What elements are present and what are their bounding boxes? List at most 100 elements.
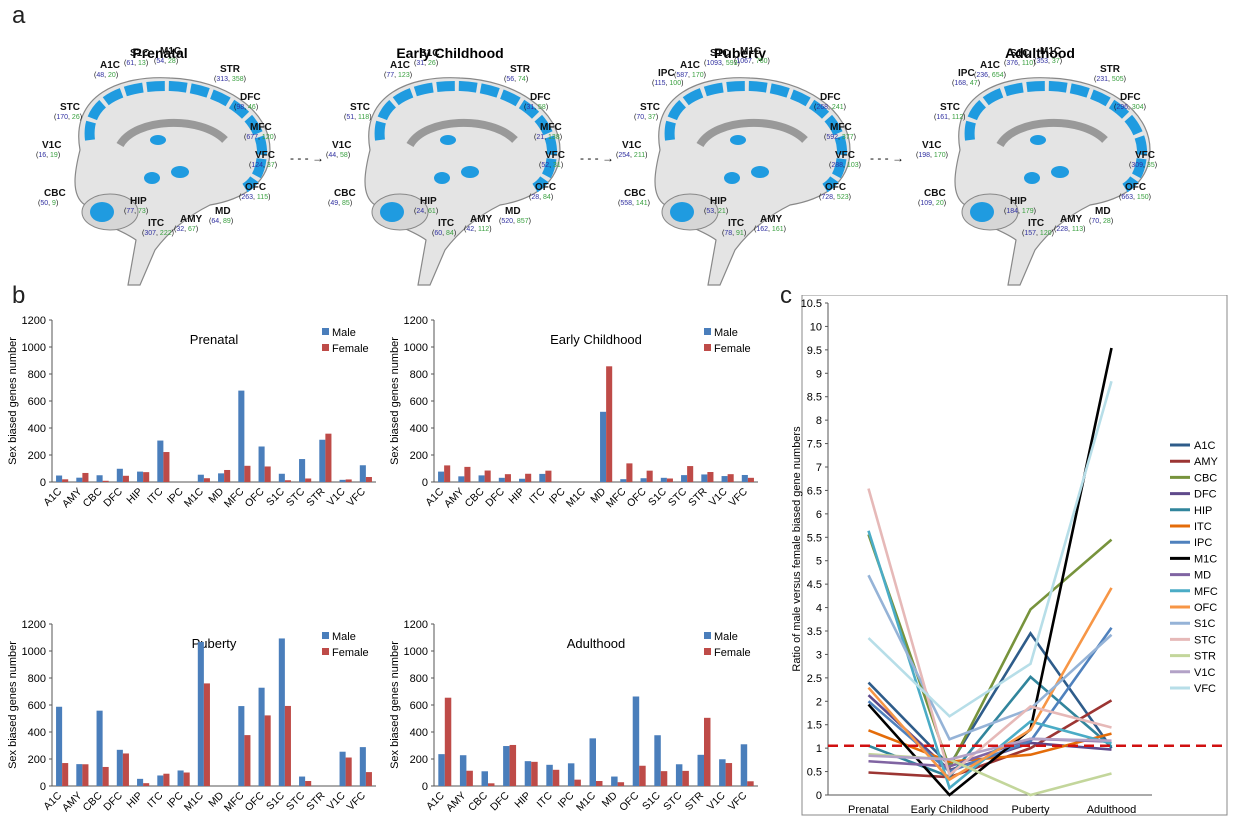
- x-tick-label: STR: [304, 485, 328, 509]
- bar-female: [143, 783, 150, 786]
- x-tick-label: AMY: [442, 486, 467, 511]
- region-name: HIP: [130, 196, 147, 207]
- female-count: 84: [446, 230, 454, 237]
- region-name: A1C: [980, 60, 1000, 71]
- x-tick-label: CBC: [81, 789, 105, 813]
- striatum-region-highlight: [150, 135, 166, 145]
- bar-male: [524, 761, 532, 786]
- bar-male: [116, 468, 123, 482]
- region-counts: (49, 85): [328, 200, 352, 207]
- thalamus-region-highlight: [751, 166, 769, 178]
- region-label-a1c: A1C(236, 654): [974, 60, 1006, 79]
- region-name: VFC: [835, 150, 855, 161]
- legend-label-male: Male: [714, 327, 738, 339]
- bar-female: [747, 477, 754, 482]
- panel-letter-b: b: [12, 282, 26, 309]
- stage-title: Puberty: [714, 45, 766, 61]
- bar-female: [82, 764, 89, 786]
- bar-female: [509, 744, 517, 786]
- bar-female: [365, 772, 372, 786]
- bar-male: [76, 764, 83, 786]
- legend-label-s1c: S1C: [1194, 618, 1215, 630]
- region-counts: (21, 138): [534, 134, 562, 141]
- x-tick-label: MFC: [222, 485, 247, 510]
- y-tick-label: 200: [28, 754, 46, 766]
- bar-female: [284, 705, 291, 786]
- region-name: AMY: [760, 214, 783, 225]
- bar-chart-prenatal: Sex biased genes number 0 200 400 600 800 1000…: [7, 315, 376, 510]
- bar-female: [345, 479, 352, 482]
- cortex-region-highlight: [964, 80, 1148, 193]
- male-count: 49: [330, 200, 338, 207]
- female-count: 84: [543, 194, 551, 201]
- y-axis-label: Ratio of male versus female biased gene …: [791, 426, 803, 672]
- stage-arrow: - - - →: [290, 151, 324, 165]
- x-tick-label: DFC: [488, 789, 512, 813]
- stage-title: Prenatal: [132, 45, 187, 61]
- region-name: AMY: [470, 214, 493, 225]
- legend-label-m1c: M1C: [1194, 553, 1217, 565]
- x-tick-label: Early Childhood: [911, 804, 989, 816]
- region-counts: (313, 358): [214, 76, 246, 83]
- y-tick-label: 8: [816, 415, 822, 427]
- male-count: 592: [826, 134, 838, 141]
- hippocampus-region-highlight: [434, 172, 450, 184]
- region-counts: (558, 141): [618, 200, 650, 207]
- female-count: 91: [736, 230, 744, 237]
- female-count: 46: [248, 104, 256, 111]
- male-count: 313: [216, 76, 228, 83]
- bar-chart-adulthood: Sex biased genes number 0 200 400 600 800 1000…: [389, 619, 758, 814]
- x-tick-label: S1C: [264, 485, 287, 508]
- series-line-hip: [868, 675, 1113, 779]
- bar-female: [747, 781, 754, 786]
- series-line-v1c: [868, 737, 1112, 761]
- female-count: 89: [223, 218, 231, 225]
- female-count: 141: [636, 200, 648, 207]
- legend-label-stc: STC: [1194, 634, 1216, 646]
- x-tick-label: V1C: [705, 789, 728, 812]
- line-chart-ratio: Ratio of male versus female biased gene …: [791, 295, 1228, 816]
- legend-label-female: Female: [332, 647, 369, 659]
- female-count: 118: [358, 114, 369, 121]
- region-name: DFC: [240, 92, 261, 103]
- region-name: A1C: [100, 60, 120, 71]
- region-label-ofc: OFC(663, 150): [1119, 182, 1151, 201]
- legend-label-mfc: MFC: [1194, 586, 1218, 598]
- bar-female: [62, 479, 69, 482]
- region-name: STR: [510, 64, 531, 75]
- region-counts: (184, 179): [1004, 208, 1036, 215]
- region-name: M1C: [1040, 46, 1061, 57]
- region-counts: (587, 170): [674, 72, 706, 79]
- x-tick-label: STR: [304, 789, 328, 813]
- region-counts: (98, 46): [234, 104, 258, 111]
- region-label-str: STR(56, 74): [504, 64, 531, 83]
- y-tick-label: 1000: [404, 646, 428, 658]
- region-counts: (52, 31): [539, 162, 563, 169]
- female-count: 120: [1040, 230, 1052, 237]
- bar-male: [740, 744, 748, 786]
- region-counts: (42, 112): [464, 226, 492, 233]
- x-tick-label: HIP: [124, 790, 145, 811]
- region-label-md: MD(70, 28): [1089, 206, 1113, 225]
- bar-male: [600, 411, 607, 482]
- region-name: STR: [1100, 64, 1121, 75]
- bar-male: [458, 476, 465, 482]
- region-counts: (16, 19): [36, 152, 60, 159]
- male-count: 161: [936, 114, 948, 121]
- y-tick-label: 400: [28, 727, 46, 739]
- region-counts: (268, 241): [814, 104, 846, 111]
- y-tick-label: 0: [422, 781, 428, 793]
- region-label-md: MD(64, 89): [209, 206, 233, 225]
- region-label-v1c: V1C(16, 19): [36, 140, 61, 159]
- male-count: 587: [676, 72, 688, 79]
- y-tick-label: 8.5: [807, 392, 822, 404]
- male-count: 309: [1131, 162, 1143, 169]
- bar-male: [478, 475, 485, 482]
- y-tick-label: 600: [28, 700, 46, 712]
- region-name: S1C: [420, 48, 439, 59]
- bar-female: [284, 480, 291, 482]
- y-tick-label: 7.5: [807, 439, 822, 451]
- x-tick-label: OFC: [243, 789, 267, 813]
- male-count: 51: [346, 114, 354, 121]
